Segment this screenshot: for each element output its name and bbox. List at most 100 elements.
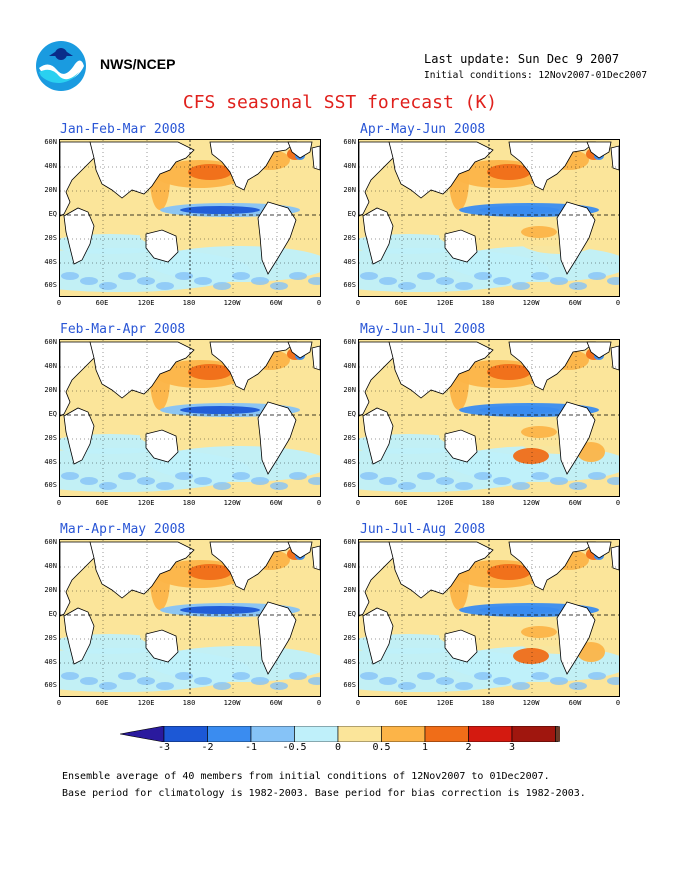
lon-tick-label: 180 <box>481 299 495 307</box>
lon-tick-label: 60E <box>95 699 109 707</box>
lon-tick-label: 0 <box>615 499 621 507</box>
lon-tick-label: 120E <box>137 299 155 307</box>
map-panel <box>358 339 620 497</box>
initial-conditions-text: Initial conditions: 12Nov2007-01Dec2007 <box>424 70 648 81</box>
colorbar-label: -1 <box>244 742 258 753</box>
colorbar-segment <box>381 725 426 743</box>
lon-tick-label: 0 <box>316 499 322 507</box>
colorbar-label: -0.5 <box>282 742 307 753</box>
lon-tick-label: 60E <box>95 499 109 507</box>
colorbar-label: -2 <box>201 742 214 753</box>
lon-tick-label: 0 <box>355 499 361 507</box>
lat-tick-label: 20S <box>343 234 356 242</box>
lon-tick-label: 120E <box>436 299 454 307</box>
lat-tick-label: EQ <box>347 210 356 218</box>
lat-tick-label: 40S <box>343 458 356 466</box>
lat-tick-label: 40S <box>343 258 356 266</box>
colorbar-segment <box>468 725 513 743</box>
lon-tick-label: 120W <box>522 499 540 507</box>
colorbar-arrow-right <box>555 725 600 743</box>
lat-tick-label: 40S <box>44 458 57 466</box>
lat-tick-label: EQ <box>347 610 356 618</box>
lon-tick-label: 60E <box>394 699 408 707</box>
lon-tick-label: 180 <box>182 699 196 707</box>
lon-tick-label: 120W <box>223 699 241 707</box>
lat-tick-label: 60S <box>343 481 356 489</box>
lat-tick-label: 20N <box>343 586 356 594</box>
lat-tick-label: 60N <box>343 338 356 346</box>
lon-tick-label: 0 <box>316 299 322 307</box>
lat-tick-label: 60S <box>44 281 57 289</box>
lat-tick-label: 60S <box>343 681 356 689</box>
lon-tick-label: 120W <box>522 699 540 707</box>
lat-tick-label: 20S <box>343 434 356 442</box>
map-panel <box>59 139 321 297</box>
lon-tick-label: 60W <box>568 299 582 307</box>
page-title: CFS seasonal SST forecast (K) <box>182 92 498 113</box>
colorbar-label: 3 <box>508 742 516 753</box>
lat-tick-label: 20N <box>343 386 356 394</box>
lon-tick-label: 0 <box>316 699 322 707</box>
lat-tick-label: 20S <box>44 634 57 642</box>
lon-tick-label: 120E <box>436 499 454 507</box>
lat-tick-label: 20N <box>44 386 57 394</box>
lon-tick-label: 120E <box>137 499 155 507</box>
panel-title-amj: Apr-May-Jun 2008 <box>360 122 486 137</box>
ensemble-note: Ensemble average of 40 members from init… <box>62 771 550 782</box>
lon-tick-label: 0 <box>355 699 361 707</box>
lon-tick-label: 0 <box>615 299 621 307</box>
lat-tick-label: EQ <box>347 410 356 418</box>
lat-tick-label: 60S <box>343 281 356 289</box>
agency-label: NWS/NCEP <box>100 56 176 72</box>
colorbar-label: -3 <box>157 742 171 753</box>
lat-tick-label: 40S <box>44 658 57 666</box>
lat-tick-label: 40S <box>44 258 57 266</box>
panel-title-jja: Jun-Jul-Aug 2008 <box>360 522 486 537</box>
map-panel <box>358 139 620 297</box>
colorbar-arrow-left <box>119 725 165 743</box>
lat-tick-label: 20N <box>343 186 356 194</box>
lon-tick-label: 120E <box>137 699 155 707</box>
lat-tick-label: 40S <box>343 658 356 666</box>
lon-tick-label: 60W <box>269 299 283 307</box>
lat-tick-label: 60S <box>44 681 57 689</box>
colorbar-segment <box>163 725 208 743</box>
map-panel <box>59 539 321 697</box>
map-panel <box>59 339 321 497</box>
lon-tick-label: 60E <box>394 499 408 507</box>
lon-tick-label: 60E <box>95 299 109 307</box>
colorbar-segment <box>207 725 252 743</box>
lat-tick-label: 40N <box>44 162 57 170</box>
lon-tick-label: 0 <box>56 699 62 707</box>
lat-tick-label: 60N <box>343 138 356 146</box>
colorbar <box>119 725 600 746</box>
lon-tick-label: 180 <box>182 299 196 307</box>
colorbar-label: 0.5 <box>372 742 391 753</box>
lon-tick-label: 180 <box>481 499 495 507</box>
panel-title-fma: Feb-Mar-Apr 2008 <box>60 322 186 337</box>
lon-tick-label: 120W <box>223 299 241 307</box>
panel-title-mam: Mar-Apr-May 2008 <box>60 522 186 537</box>
lat-tick-label: 60S <box>44 481 57 489</box>
lon-tick-label: 0 <box>56 299 62 307</box>
colorbar-segment <box>294 725 339 743</box>
lat-tick-label: EQ <box>48 210 57 218</box>
base-period-note: Base period for climatology is 1982-2003… <box>62 788 586 799</box>
lon-tick-label: 120W <box>522 299 540 307</box>
lon-tick-label: 120E <box>436 699 454 707</box>
lon-tick-label: 0 <box>615 699 621 707</box>
lat-tick-label: 40N <box>44 362 57 370</box>
lat-tick-label: 60N <box>44 138 57 146</box>
lon-tick-label: 60W <box>269 499 283 507</box>
noaa-logo <box>35 40 87 92</box>
lat-tick-label: 20N <box>44 186 57 194</box>
lon-tick-label: 180 <box>182 499 196 507</box>
colorbar-segment <box>250 725 295 743</box>
colorbar-label: 2 <box>465 742 472 753</box>
colorbar-segment <box>337 725 382 743</box>
lat-tick-label: 60N <box>44 338 57 346</box>
lat-tick-label: 20S <box>343 634 356 642</box>
lat-tick-label: 40N <box>343 562 356 570</box>
lat-tick-label: 60N <box>343 538 356 546</box>
last-update-text: Last update: Sun Dec 9 2007 <box>424 52 620 66</box>
